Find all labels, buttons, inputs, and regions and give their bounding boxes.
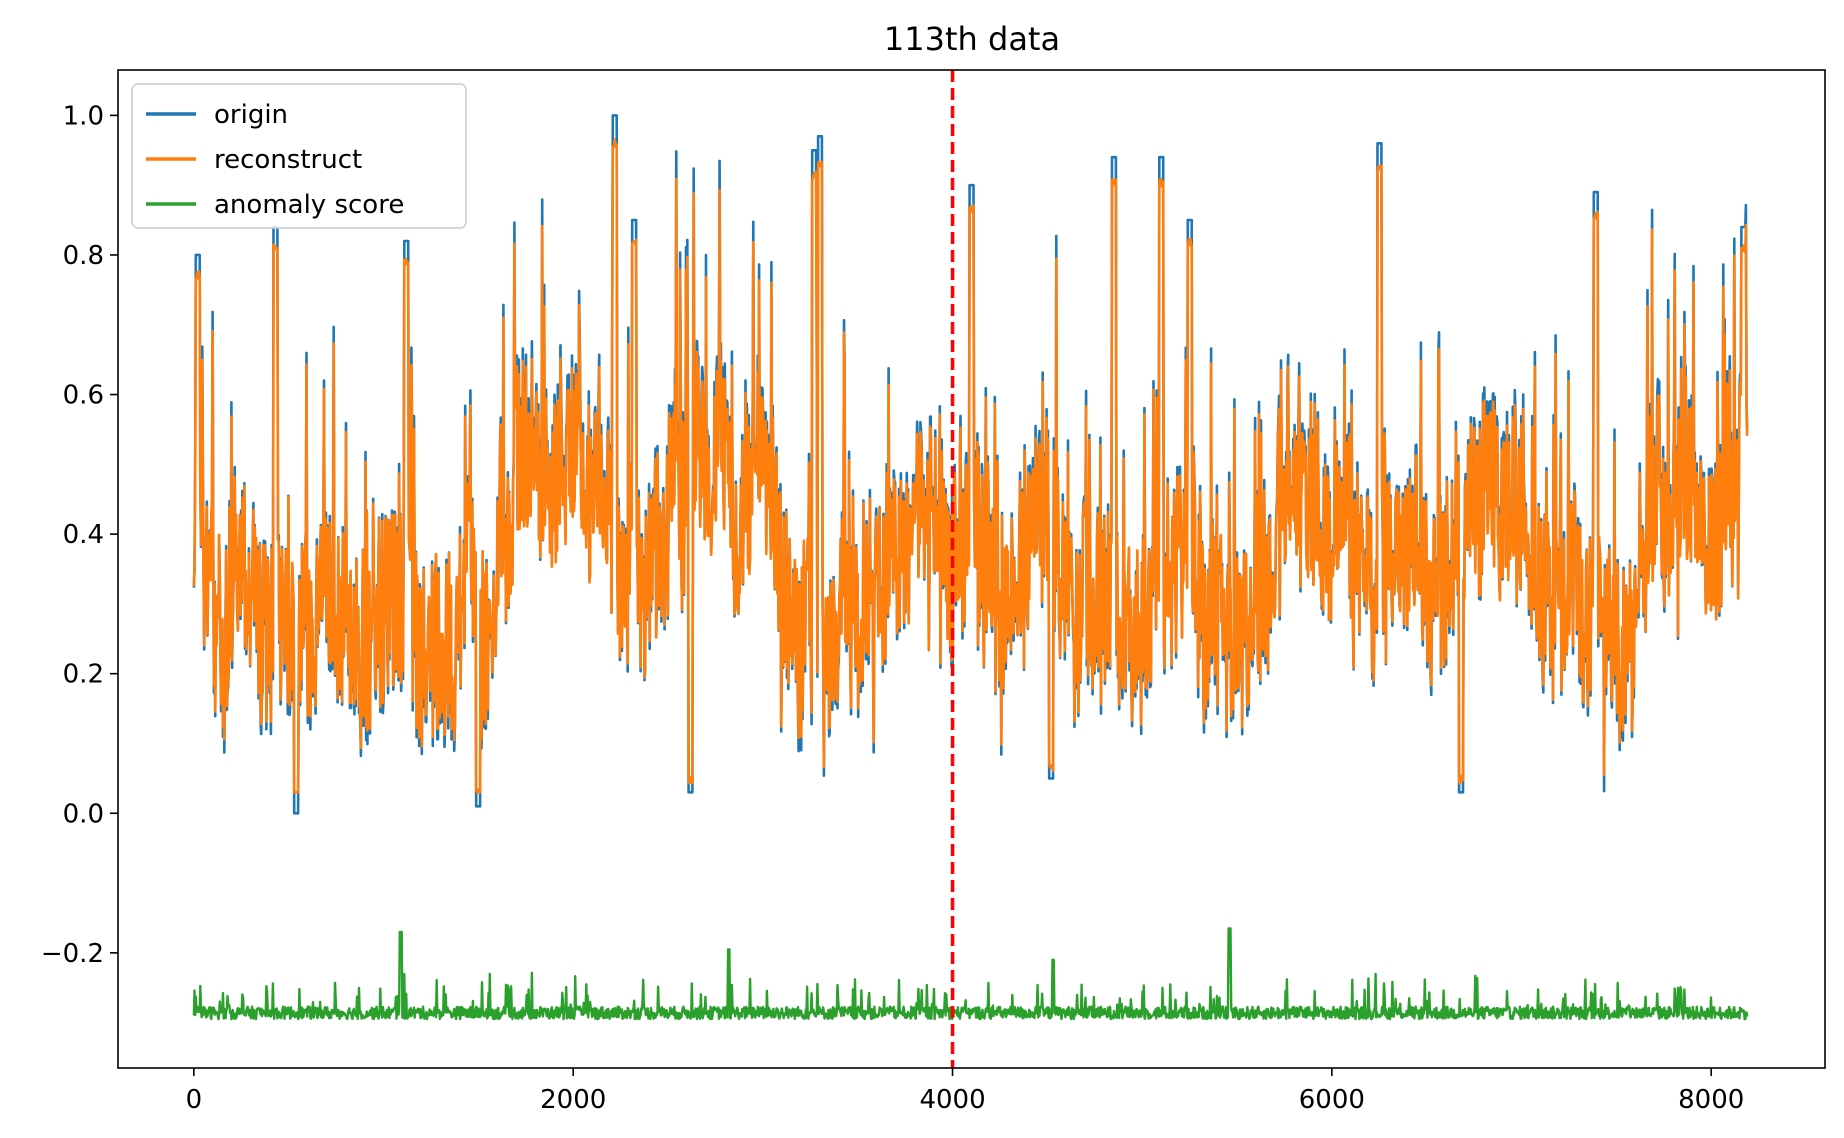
y-axis-ticks: −0.2 0.0 0.2 0.4 0.6 0.8 1.0: [41, 101, 118, 969]
legend-label: reconstruct: [214, 145, 362, 175]
axes-frame: [117, 69, 1826, 1069]
y-tick-label: 1.0: [63, 101, 104, 131]
x-axis-ticks: 0 2000 4000 6000 8000: [186, 1068, 1744, 1115]
y-tick-label: −0.2: [41, 939, 104, 969]
y-tick-label: 0.8: [63, 241, 104, 271]
x-tick-label: 6000: [1299, 1085, 1365, 1115]
legend: origin reconstruct anomaly score: [131, 83, 467, 229]
y-tick-label: 0.0: [63, 799, 104, 829]
legend-label: anomaly score: [214, 190, 404, 220]
y-tick-label: 0.4: [63, 520, 104, 550]
x-tick-label: 0: [186, 1085, 203, 1115]
x-tick-label: 8000: [1678, 1085, 1744, 1115]
legend-label: origin: [214, 100, 288, 130]
y-tick-label: 0.2: [63, 660, 104, 690]
legend-box: [131, 83, 467, 229]
series-reconstruct-line: [192, 138, 1749, 794]
x-tick-label: 4000: [919, 1085, 985, 1115]
x-tick-label: 2000: [540, 1085, 606, 1115]
series-anomaly-score-line: [192, 927, 1749, 1021]
series-layer: [192, 114, 1749, 1021]
chart-title: 113th data: [884, 20, 1060, 58]
y-tick-label: 0.6: [63, 381, 104, 411]
